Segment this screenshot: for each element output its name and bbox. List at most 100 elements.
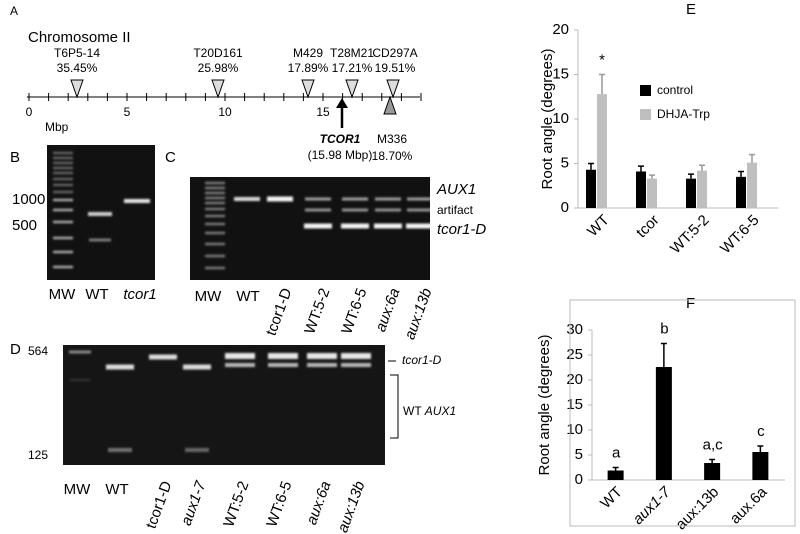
gel-band bbox=[205, 266, 225, 270]
band-label-part: AUX1 bbox=[424, 404, 456, 418]
gel-band bbox=[267, 196, 293, 202]
y-tick-label: 10 bbox=[566, 421, 583, 438]
gel-band bbox=[225, 353, 255, 359]
size-label: 500 bbox=[12, 217, 37, 234]
error-bar bbox=[660, 342, 667, 367]
marker bbox=[386, 79, 400, 99]
marker bbox=[345, 79, 359, 99]
gel-band bbox=[183, 364, 211, 370]
gel-band bbox=[53, 151, 73, 155]
lane-label: aux:13b bbox=[401, 286, 435, 342]
lane-label: aux:6a bbox=[372, 286, 403, 334]
gel-band bbox=[234, 197, 260, 201]
size-label: 125 bbox=[28, 448, 48, 462]
panel-label: B bbox=[10, 149, 20, 166]
scale-label: 15 bbox=[316, 105, 330, 119]
marker-name: M336 bbox=[377, 132, 407, 146]
size-label: 1000 bbox=[12, 191, 45, 208]
x-tick-label: aux.6a bbox=[727, 483, 771, 527]
annotation: c bbox=[757, 423, 765, 440]
gene-position: (15.98 Mbp) bbox=[308, 148, 373, 162]
gel-band bbox=[53, 190, 73, 194]
y-axis-label: Root angle (degrees) bbox=[539, 49, 556, 190]
gel-band bbox=[342, 208, 368, 212]
panel-label: F bbox=[686, 295, 695, 312]
marker-value: 18.70% bbox=[372, 149, 413, 163]
bar bbox=[597, 94, 607, 208]
gel-band bbox=[374, 223, 402, 229]
marker-name: T28M21 bbox=[330, 46, 374, 60]
gel-band bbox=[205, 191, 225, 195]
bar bbox=[704, 463, 721, 480]
lane-label: MW bbox=[49, 286, 76, 303]
lane-label: tcor1 bbox=[123, 286, 156, 303]
bar bbox=[647, 178, 657, 208]
bracket bbox=[390, 374, 399, 439]
y-tick-label: 0 bbox=[561, 199, 569, 216]
lane-label: tcor1-D bbox=[263, 286, 296, 338]
gel-band bbox=[341, 353, 371, 359]
gel-band bbox=[124, 199, 150, 203]
legend-label: control bbox=[657, 83, 693, 97]
lane-label: WT:6-5 bbox=[263, 479, 295, 529]
annotation: b bbox=[660, 320, 668, 337]
gene-arrow-head bbox=[336, 98, 348, 108]
marker-value: 35.45% bbox=[57, 61, 98, 75]
lane-label: WT:6-5 bbox=[338, 286, 370, 336]
band-label: AUX1 bbox=[436, 181, 476, 198]
gel-band bbox=[268, 353, 298, 359]
gel-band bbox=[88, 212, 112, 216]
error-bar bbox=[599, 73, 605, 95]
gel-band bbox=[375, 208, 401, 212]
gel-band bbox=[53, 265, 73, 269]
marker-value: 19.51% bbox=[375, 61, 416, 75]
gene-name: TCOR1 bbox=[320, 132, 361, 146]
gel-band bbox=[53, 166, 73, 170]
bar bbox=[686, 178, 696, 208]
y-tick-label: 20 bbox=[552, 21, 569, 38]
scale-label: 5 bbox=[124, 105, 131, 119]
bar bbox=[655, 367, 672, 480]
panel-label: E bbox=[686, 1, 696, 18]
marker-name: M429 bbox=[293, 46, 323, 60]
y-tick-label: 15 bbox=[566, 396, 583, 413]
gel-band bbox=[205, 186, 225, 190]
gel-band bbox=[53, 161, 73, 165]
gel-band bbox=[304, 223, 332, 229]
bar bbox=[747, 162, 757, 208]
error-bar bbox=[709, 458, 716, 463]
gel-band bbox=[205, 196, 225, 200]
gel-band bbox=[53, 236, 73, 240]
gel-band bbox=[205, 231, 225, 235]
error-bar bbox=[649, 174, 655, 179]
gel-band bbox=[53, 250, 73, 254]
error-bar bbox=[749, 153, 755, 163]
chromosome-map: Chromosome II Mbp T6P5-14 35.45% T20D161… bbox=[27, 29, 420, 163]
size-label: 564 bbox=[28, 344, 48, 358]
gel-band bbox=[69, 350, 91, 354]
axis-label: Mbp bbox=[45, 120, 69, 134]
y-tick-label: 20 bbox=[566, 371, 583, 388]
x-tick-label: WT:5-2 bbox=[667, 212, 713, 258]
y-tick-label: 0 bbox=[575, 471, 583, 488]
gel-band bbox=[53, 156, 73, 160]
bar bbox=[607, 470, 624, 480]
lane-label: MW bbox=[64, 481, 91, 498]
annotation: a,c bbox=[703, 436, 724, 453]
lane-label: WT bbox=[105, 481, 128, 498]
error-bar bbox=[588, 162, 594, 170]
gel-band bbox=[307, 363, 337, 367]
marker bbox=[301, 79, 315, 99]
gel-band bbox=[205, 201, 225, 205]
gel-band bbox=[341, 223, 369, 229]
gel-band bbox=[108, 448, 132, 452]
gel-band bbox=[89, 238, 111, 242]
lane-label: tcor1-D bbox=[143, 479, 176, 531]
error-bar bbox=[738, 170, 744, 177]
error-bar bbox=[638, 165, 644, 172]
gel-band bbox=[53, 198, 73, 202]
lane-label: aux:13b bbox=[334, 479, 368, 534]
marker bbox=[383, 95, 397, 115]
gel-band bbox=[341, 363, 371, 367]
bar bbox=[586, 169, 596, 208]
